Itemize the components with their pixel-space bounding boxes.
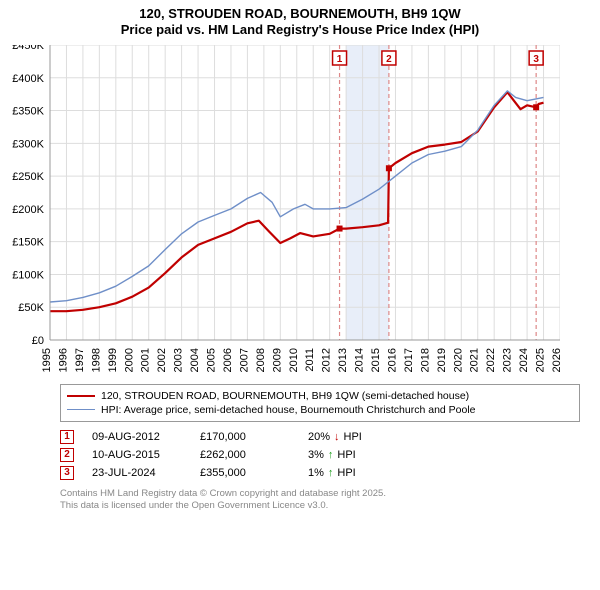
event-marker: 3	[60, 466, 74, 480]
event-date: 09-AUG-2012	[92, 431, 182, 443]
xtick-label: 2004	[189, 348, 201, 372]
event-diff: 3% ↑HPI	[308, 449, 580, 461]
xtick-label: 2014	[354, 348, 366, 372]
sale-point-marker	[386, 165, 392, 171]
xtick-label: 2009	[271, 348, 283, 372]
ytick-label: £200K	[12, 203, 44, 215]
event-diff-suffix: HPI	[337, 449, 355, 461]
chart-container: £0 £50K £100K £150K £200K £250K £300K £350K £400…	[0, 45, 600, 380]
xtick-label: 2021	[469, 348, 481, 372]
event-row: 2 10-AUG-2015 £262,000 3% ↑HPI	[60, 446, 580, 464]
ytick-label: £300K	[12, 138, 44, 150]
arrow-up-icon: ↑	[328, 449, 334, 461]
legend-swatch	[67, 395, 95, 397]
xtick-label: 2019	[436, 348, 448, 372]
ytick-label: £0	[32, 335, 44, 347]
footer-line-2: This data is licensed under the Open Gov…	[60, 500, 580, 512]
ytick-label: £450K	[12, 45, 44, 52]
xtick-label: 2026	[551, 348, 560, 372]
xtick-label: 1998	[90, 348, 102, 372]
event-marker-number: 2	[386, 54, 392, 65]
events-table: 1 09-AUG-2012 £170,000 20% ↓ HPI 2 10-AUG-2015 £…	[60, 428, 580, 482]
legend: 120, STROUDEN ROAD, BOURNEMOUTH, BH9 1QW…	[60, 384, 580, 422]
sale-point-marker	[533, 104, 539, 110]
xtick-label: 2023	[502, 347, 514, 371]
ytick-label: £400K	[12, 72, 44, 84]
footer-line-1: Contains HM Land Registry data © Crown c…	[60, 488, 580, 500]
event-marker-number: 3	[533, 54, 539, 65]
event-diff-suffix: HPI	[344, 431, 362, 443]
ytick-label: £350K	[12, 105, 44, 117]
ytick-label: £250K	[12, 171, 44, 183]
event-price: £170,000	[200, 431, 290, 443]
xtick-label: 2024	[518, 348, 530, 372]
xtick-label: 2008	[255, 348, 267, 372]
arrow-down-icon: ↓	[334, 431, 340, 443]
xtick-label: 2013	[337, 348, 349, 372]
xtick-label: 1996	[57, 348, 69, 372]
xtick-label: 2007	[238, 348, 250, 372]
xtick-label: 2001	[140, 348, 152, 372]
xtick-label: 2012	[321, 348, 333, 372]
chart-title-block: 120, STROUDEN ROAD, BOURNEMOUTH, BH9 1QW…	[0, 0, 600, 39]
event-diff: 20% ↓ HPI	[308, 431, 580, 443]
legend-row: HPI: Average price, semi-detached house,…	[67, 403, 573, 417]
legend-row: 120, STROUDEN ROAD, BOURNEMOUTH, BH9 1QW…	[67, 389, 573, 403]
xtick-label: 2000	[123, 348, 135, 372]
event-price: £262,000	[200, 449, 290, 461]
event-date: 23-JUL-2024	[92, 467, 182, 479]
sale-point-marker	[337, 225, 343, 231]
legend-swatch	[67, 409, 95, 410]
highlight-band	[346, 45, 389, 340]
ytick-label: £50K	[18, 302, 44, 314]
event-marker: 2	[60, 448, 74, 462]
xtick-label: 2002	[156, 348, 168, 372]
title-line-1: 120, STROUDEN ROAD, BOURNEMOUTH, BH9 1QW	[0, 6, 600, 22]
chart-svg: £0 £50K £100K £150K £200K £250K £300K £350K £400…	[0, 45, 560, 380]
ytick-label: £100K	[12, 269, 44, 281]
arrow-up-icon: ↑	[328, 467, 334, 479]
xtick-label: 2018	[419, 348, 431, 372]
legend-label: HPI: Average price, semi-detached house,…	[101, 404, 476, 416]
xtick-label: 2011	[304, 348, 316, 372]
event-date: 10-AUG-2015	[92, 449, 182, 461]
xtick-label: 1997	[74, 348, 86, 372]
event-row: 3 23-JUL-2024 £355,000 1% ↑HPI	[60, 464, 580, 482]
event-diff-pct: 3%	[308, 449, 324, 461]
event-diff: 1% ↑HPI	[308, 467, 580, 479]
xtick-label: 2006	[222, 348, 234, 372]
event-price: £355,000	[200, 467, 290, 479]
event-marker-number: 1	[337, 54, 343, 65]
title-line-2: Price paid vs. HM Land Registry's House …	[0, 22, 600, 38]
xtick-label: 2003	[173, 348, 185, 372]
xtick-label: 1995	[41, 348, 53, 372]
event-diff-pct: 1%	[308, 467, 324, 479]
ytick-label: £150K	[12, 236, 44, 248]
footer: Contains HM Land Registry data © Crown c…	[60, 488, 580, 513]
xtick-label: 2020	[452, 348, 464, 372]
xtick-label: 2025	[535, 348, 547, 372]
xtick-label: 2015	[370, 348, 382, 372]
xtick-label: 2010	[288, 348, 300, 372]
xtick-label: 2005	[206, 348, 218, 372]
legend-label: 120, STROUDEN ROAD, BOURNEMOUTH, BH9 1QW…	[101, 390, 469, 402]
xtick-label: 2022	[485, 348, 497, 372]
event-diff-suffix: HPI	[337, 467, 355, 479]
xtick-label: 2016	[386, 348, 398, 372]
event-row: 1 09-AUG-2012 £170,000 20% ↓ HPI	[60, 428, 580, 446]
event-marker: 1	[60, 430, 74, 444]
event-diff-pct: 20%	[308, 431, 330, 443]
xtick-label: 1999	[107, 348, 119, 372]
xtick-label: 2017	[403, 348, 415, 372]
